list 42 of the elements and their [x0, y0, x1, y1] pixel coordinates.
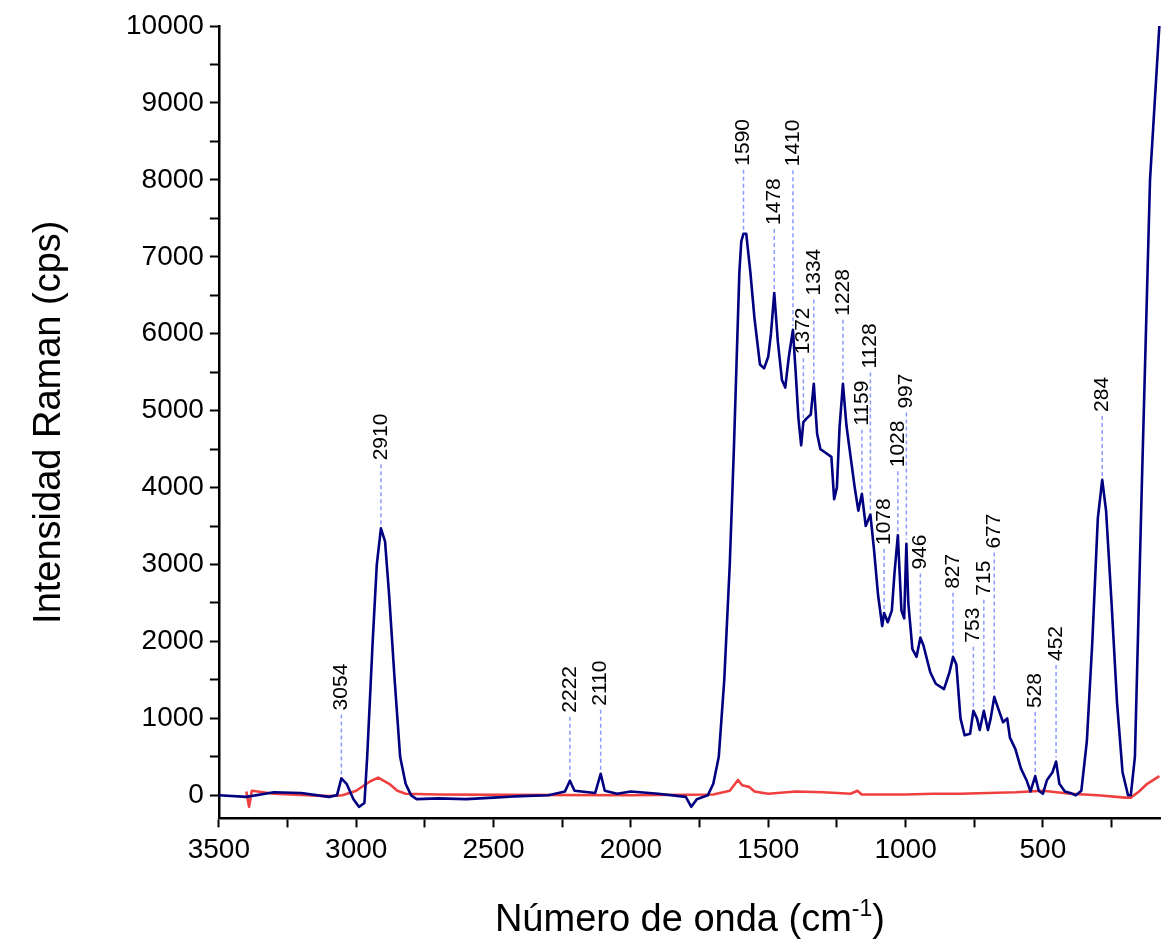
annotation: 1228	[829, 269, 853, 316]
y-tick-label: 9000	[141, 85, 204, 117]
y-axis-title: Intensidad Raman (cps)	[26, 220, 68, 624]
x-tick-label: 3000	[325, 832, 388, 864]
annotation: 677	[981, 513, 1005, 549]
annotation: 1128	[857, 323, 881, 369]
y-tick-label: 5000	[141, 393, 204, 425]
x-tick-label: 3500	[187, 832, 251, 864]
annotation: 1028	[884, 420, 908, 468]
annotation: 1372	[790, 307, 814, 355]
annotation: 1334	[800, 248, 824, 296]
annotation: 1159	[848, 380, 872, 426]
y-tick-label: 2000	[141, 624, 204, 656]
y-tick-label: 1000	[141, 701, 204, 733]
y-tick-label: 8000	[141, 162, 204, 194]
y-tick-label: 7000	[141, 239, 204, 271]
annotation: 452	[1042, 626, 1066, 662]
annotation: 528	[1022, 673, 1045, 709]
annotation: 1078	[870, 498, 894, 545]
annotation: 946	[907, 534, 931, 570]
annotation: 1478	[761, 178, 785, 225]
annotation: 2222	[556, 665, 580, 713]
annotation: 3054	[328, 663, 352, 711]
y-tick-label: 4000	[141, 470, 204, 502]
x-tick-label: 2500	[462, 832, 525, 864]
annotation: 827	[939, 553, 963, 589]
annotation: 2910	[367, 413, 391, 461]
annotation: 2110	[587, 660, 611, 706]
annotation: 753	[960, 607, 984, 643]
annotation: 284	[1089, 376, 1113, 412]
y-tick-label: 6000	[141, 316, 204, 348]
annotation: 1590	[730, 119, 754, 166]
y-tick-label: 10000	[125, 8, 204, 40]
y-tick-label: 0	[188, 778, 204, 810]
x-tick-label: 2000	[599, 832, 663, 864]
annotation: 715	[970, 560, 994, 596]
annotation: 997	[893, 373, 917, 409]
x-tick-label: 500	[1019, 832, 1067, 864]
annotation: 1410	[779, 119, 803, 167]
x-tick-label: 1500	[737, 832, 800, 864]
x-tick-label: 1000	[874, 832, 937, 864]
y-tick-label: 3000	[141, 547, 204, 579]
